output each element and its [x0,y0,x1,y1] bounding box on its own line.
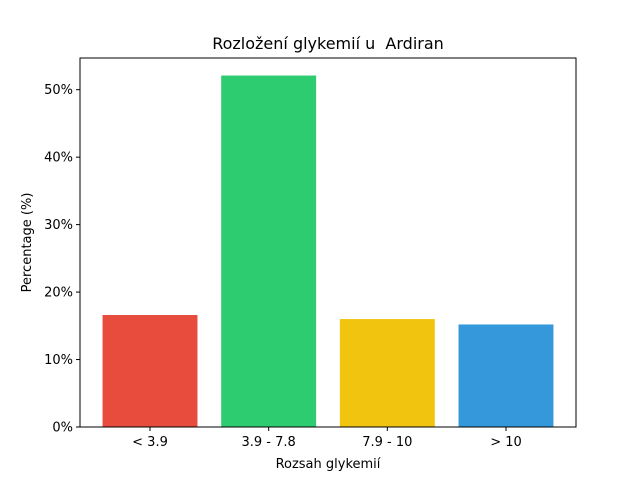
y-tick-label: 20% [44,286,73,301]
bar-1 [221,75,317,427]
y-tick-label: 0% [52,421,73,436]
x-tick-label: < 3.9 [132,435,168,450]
bar-3 [458,324,554,427]
x-tick-label: 3.9 - 7.8 [242,435,296,450]
y-axis-label: Percentage (%) [20,193,35,293]
y-tick-label: 30% [44,218,73,233]
x-tick-label: 7.9 - 10 [362,435,412,450]
axes-frame [79,57,577,428]
bar-0 [102,315,198,427]
y-tick-label: 40% [44,151,73,166]
bar-2 [339,319,435,427]
y-tick-label: 10% [44,353,73,368]
x-axis-label: Rozsah glykemií [276,457,381,472]
chart-title: Rozložení glykemií u Ardiran [212,34,444,53]
x-tick-label: > 10 [490,435,522,450]
y-tick-label: 50% [44,83,73,98]
